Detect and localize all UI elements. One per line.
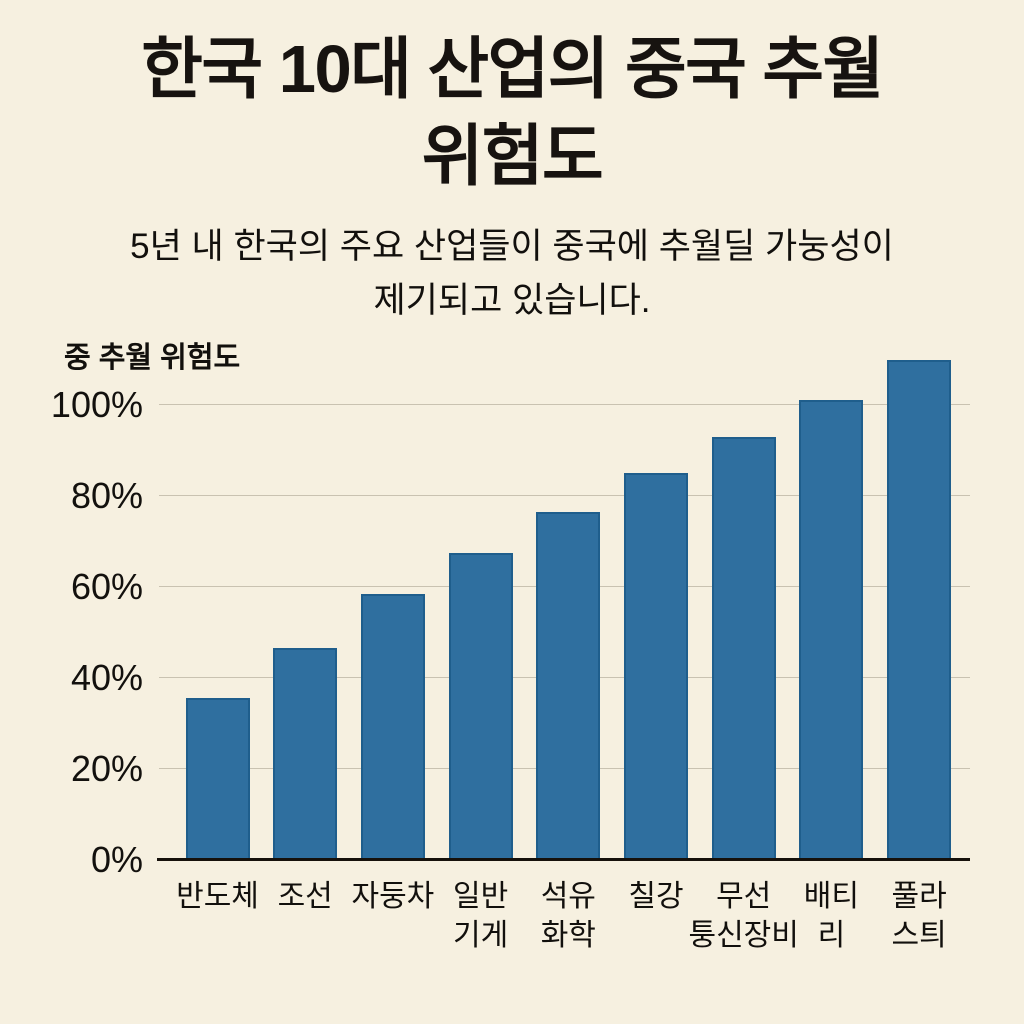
y-tick-label: 60% <box>70 566 143 607</box>
x-axis-line <box>157 858 970 861</box>
bar-조선 <box>273 648 338 860</box>
bar-칠강 <box>624 473 688 860</box>
y-axis-title: 중 추월 위험도 <box>64 342 241 374</box>
page-title: 한국 10대 산업의 중국 추월 위험도 <box>0 26 1024 200</box>
bar-배티리 <box>799 400 864 860</box>
y-tick-label: 80% <box>70 475 143 516</box>
y-tick-label: 40% <box>70 657 143 698</box>
y-tick-label: 20% <box>70 748 143 789</box>
x-category-label: 조선 <box>277 880 333 913</box>
x-category-label: 석유 화학 <box>540 880 596 952</box>
x-category-label: 배티 리 <box>803 880 859 952</box>
x-category-label: 자둥차 <box>351 880 435 913</box>
x-category-label: 일반 기게 <box>452 880 509 952</box>
x-category-label: 풀라 스틔 <box>891 880 947 952</box>
bar-자둥차 <box>360 593 425 860</box>
x-category-label: 칠강 <box>628 880 684 913</box>
bar-풀라스틔 <box>887 359 952 860</box>
subtitle-line-1: 5년 내 한국의 주요 산업들이 중국에 추월딜 가눙성이 <box>130 227 894 266</box>
subtitle-line-2: 제기되고 있습니다. <box>373 281 651 320</box>
x-category-label: 무선 퉁신장비 <box>688 880 799 952</box>
page-title-line-1: 한국 10대 산업의 중국 추월 <box>141 32 884 107</box>
x-axis-labels: 반도체 조선 자둥차 일반 기게 석유 화학 칠강 무선 퉁신장비 배티 리 풀라 스틔 <box>0 877 1024 997</box>
bar-무선 퉁신장비 <box>711 436 776 860</box>
y-tick-label: 0% <box>90 839 143 880</box>
gridline <box>159 404 970 405</box>
gridline <box>159 495 970 496</box>
bar-일반 기게 <box>448 552 513 860</box>
bar-반도체 <box>185 698 250 860</box>
bar-석유 화학 <box>536 511 601 860</box>
page-title-line-2: 위험도 <box>421 119 604 194</box>
plot-area: 0% 20% 40% 60% 80% 100% <box>51 346 970 880</box>
subtitle: 5년 내 한국의 주요 산업들이 중국에 추월딜 가눙성이 제기되고 있습니다. <box>0 220 1024 328</box>
x-category-label: 반도체 <box>176 880 259 913</box>
y-tick-label: 100% <box>50 384 143 425</box>
